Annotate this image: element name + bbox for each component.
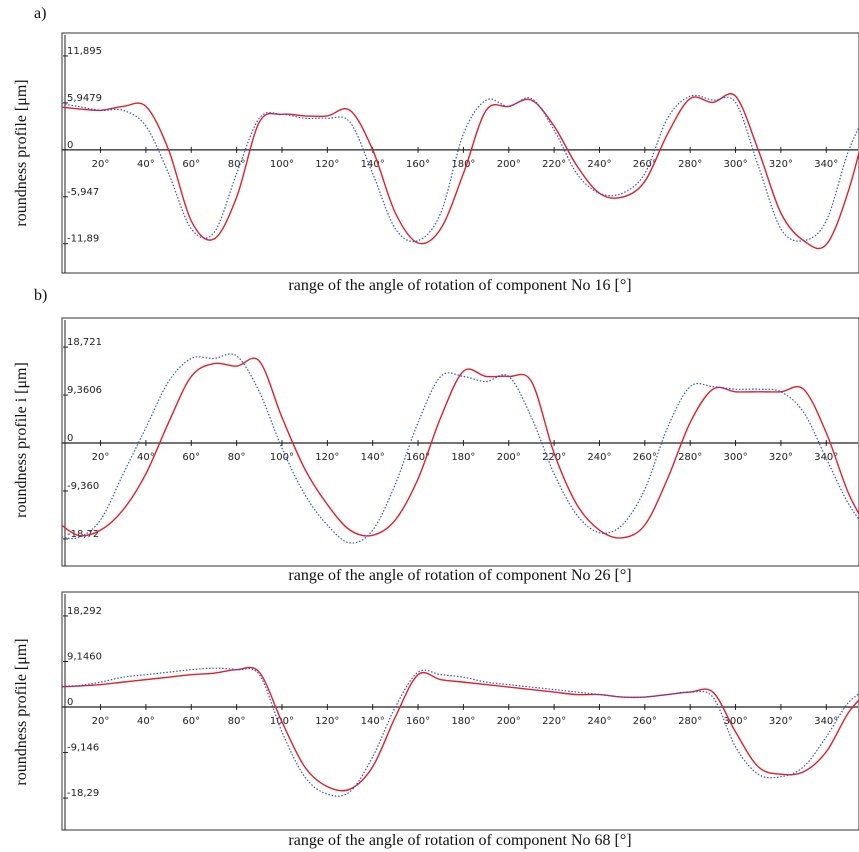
x-tick-label: 60° <box>182 716 200 727</box>
x-tick-label: 200° <box>497 452 521 463</box>
x-tick-label: 260° <box>633 452 657 463</box>
plot-frame <box>61 591 859 831</box>
x-tick-label: 180° <box>451 159 475 170</box>
x-tick-label: 240° <box>587 716 611 727</box>
x-tick-label: 20° <box>92 716 110 727</box>
plot-frame <box>61 32 859 274</box>
x-tick-label: 20° <box>92 159 110 170</box>
y-tick-label: -9,146 <box>67 743 99 754</box>
x-tick-label: 100° <box>270 159 294 170</box>
x-tick-label: 120° <box>315 716 339 727</box>
x-tick-label: 140° <box>361 452 385 463</box>
x-tick-label: 200° <box>497 159 521 170</box>
x-tick-label: 80° <box>228 159 246 170</box>
plot-frame <box>61 317 859 567</box>
x-tick-label: 220° <box>542 159 566 170</box>
x-tick-label: 140° <box>361 159 385 170</box>
panel-label: b) <box>34 287 47 304</box>
x-tick-label: 340° <box>814 159 838 170</box>
x-tick-label: 320° <box>769 716 793 727</box>
y-tick-label: 18,721 <box>67 337 102 348</box>
x-tick-label: 280° <box>678 159 702 170</box>
x-tick-label: 40° <box>137 452 155 463</box>
x-tick-label: 180° <box>451 716 475 727</box>
x-tick-label: 160° <box>406 716 430 727</box>
panel-label: a) <box>34 5 46 22</box>
x-axis-title: range of the angle of rotation of compon… <box>288 567 631 584</box>
x-tick-label: 20° <box>92 452 110 463</box>
x-tick-label: 320° <box>769 159 793 170</box>
x-tick-label: 100° <box>270 452 294 463</box>
y-axis-title: roundness profile [μm] <box>13 638 30 785</box>
profile-line <box>62 353 859 544</box>
y-tick-label: -9,360 <box>67 481 99 492</box>
x-tick-label: 280° <box>678 716 702 727</box>
x-tick-label: 140° <box>361 716 385 727</box>
x-tick-label: 220° <box>542 716 566 727</box>
x-tick-label: 300° <box>723 452 747 463</box>
x-axis-title: range of the angle of rotation of compon… <box>288 832 631 849</box>
y-axis-title: roundness profile i [μm] <box>13 362 30 518</box>
x-tick-label: 60° <box>182 159 200 170</box>
x-tick-label: 120° <box>315 452 339 463</box>
y-tick-label: 5,9479 <box>67 93 102 104</box>
profile-line <box>62 93 859 250</box>
x-tick-label: 180° <box>451 452 475 463</box>
x-tick-label: 260° <box>633 716 657 727</box>
y-tick-label: 0 <box>67 697 73 708</box>
y-tick-label: -5,947 <box>67 187 99 198</box>
y-tick-label: 18,292 <box>67 606 102 617</box>
x-tick-label: 200° <box>497 716 521 727</box>
x-tick-label: 320° <box>769 452 793 463</box>
x-tick-label: 40° <box>137 159 155 170</box>
profile-line <box>62 357 859 539</box>
x-tick-label: 160° <box>406 159 430 170</box>
y-tick-label: 0 <box>67 140 73 151</box>
y-tick-label: -11,89 <box>67 234 99 245</box>
x-tick-label: 340° <box>814 716 838 727</box>
y-tick-label: -18,72 <box>67 529 99 540</box>
x-tick-label: 80° <box>228 716 246 727</box>
y-tick-label: 11,895 <box>67 46 102 57</box>
y-tick-label: 0 <box>67 433 73 444</box>
profile-line <box>62 666 859 792</box>
y-tick-label: 9,1460 <box>67 651 102 662</box>
y-tick-label: -18,29 <box>67 788 99 799</box>
y-tick-label: 9,3606 <box>67 385 102 396</box>
x-tick-label: 280° <box>678 452 702 463</box>
x-tick-label: 240° <box>587 159 611 170</box>
x-tick-label: 240° <box>587 452 611 463</box>
x-tick-label: 220° <box>542 452 566 463</box>
x-tick-label: 40° <box>137 716 155 727</box>
x-tick-label: 60° <box>182 452 200 463</box>
x-tick-label: 160° <box>406 452 430 463</box>
y-axis-title: roundness profile [μm] <box>13 79 30 226</box>
x-tick-label: 120° <box>315 159 339 170</box>
x-tick-label: 80° <box>228 452 246 463</box>
x-tick-label: 260° <box>633 159 657 170</box>
x-tick-label: 300° <box>723 159 747 170</box>
profile-line <box>62 667 859 797</box>
x-tick-label: 300° <box>723 716 747 727</box>
x-axis-title: range of the angle of rotation of compon… <box>288 277 631 294</box>
